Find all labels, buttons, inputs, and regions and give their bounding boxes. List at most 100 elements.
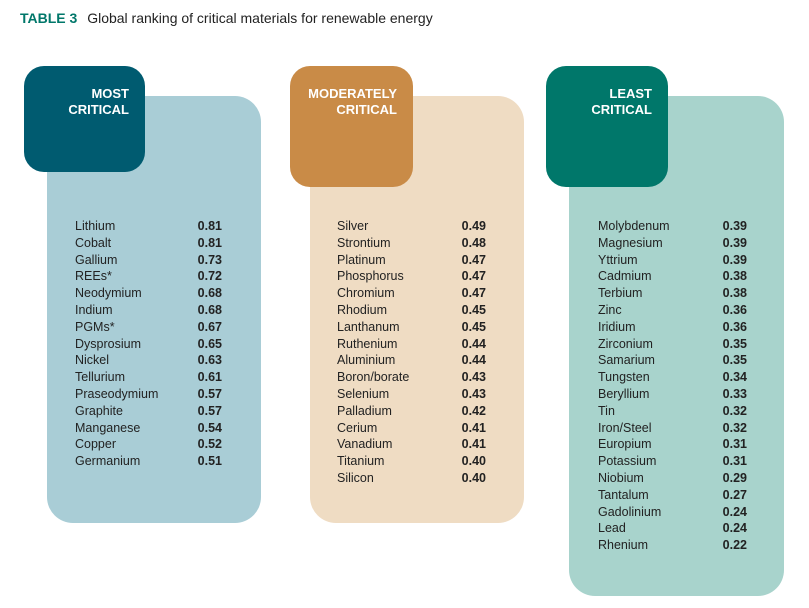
material-name: Tin (598, 403, 615, 418)
material-row: Selenium 0.43 (337, 386, 486, 403)
material-row: Ruthenium 0.44 (337, 336, 486, 353)
material-row: Cadmium 0.38 (598, 268, 747, 285)
material-row: Lithium 0.81 (75, 218, 222, 235)
material-row: Strontium 0.48 (337, 235, 486, 252)
moderately-critical-header-line1: MODERATELY (308, 86, 397, 101)
material-name: Dysprosium (75, 336, 141, 351)
material-row: Terbium 0.38 (598, 285, 747, 302)
material-row: Zinc 0.36 (598, 302, 747, 319)
material-row: Cobalt 0.81 (75, 235, 222, 252)
most-critical-header-line2: CRITICAL (68, 102, 129, 117)
material-name: Rhodium (337, 302, 388, 317)
material-row: Yttrium 0.39 (598, 252, 747, 269)
material-name: Yttrium (598, 252, 638, 267)
material-name: Copper (75, 437, 116, 452)
material-score: 0.42 (461, 403, 486, 418)
material-row: Graphite 0.57 (75, 403, 222, 420)
material-name: Neodymium (75, 286, 142, 301)
moderately-critical-header-line2: CRITICAL (336, 102, 397, 117)
material-row: Vanadium 0.41 (337, 436, 486, 453)
material-score: 0.63 (197, 353, 222, 368)
table-caption: Global ranking of critical materials for… (87, 10, 433, 26)
material-name: Nickel (75, 353, 110, 368)
material-row: Aluminium 0.44 (337, 352, 486, 369)
material-row: Iridium 0.36 (598, 319, 747, 336)
material-score: 0.41 (461, 437, 486, 452)
material-row: Rhodium 0.45 (337, 302, 486, 319)
material-score: 0.35 (722, 353, 747, 368)
material-score: 0.39 (722, 235, 747, 250)
material-row: Titanium 0.40 (337, 453, 486, 470)
material-score: 0.39 (722, 219, 747, 233)
material-name: Boron/borate (337, 370, 410, 385)
material-name: Zinc (598, 302, 622, 317)
most-critical-header: MOST CRITICAL (24, 66, 145, 172)
material-row: Rhenium 0.22 (598, 537, 747, 554)
material-score: 0.65 (197, 336, 222, 351)
material-score: 0.31 (722, 437, 747, 452)
material-score: 0.38 (722, 269, 747, 284)
table-label: TABLE 3 (20, 10, 78, 26)
material-score: 0.33 (722, 386, 747, 401)
material-name: Samarium (598, 353, 655, 368)
material-score: 0.44 (461, 336, 486, 351)
material-name: Vanadium (337, 437, 393, 452)
material-name: Platinum (337, 252, 386, 267)
material-name: Aluminium (337, 353, 396, 368)
material-name: Chromium (337, 286, 395, 301)
material-row: Europium 0.31 (598, 436, 747, 453)
material-row: Tungsten 0.34 (598, 369, 747, 386)
material-name: Niobium (598, 470, 644, 485)
material-score: 0.54 (197, 420, 222, 435)
material-row: Tin 0.32 (598, 403, 747, 420)
moderately-critical-list: Silver 0.49 Strontium 0.48 Platinum 0.47 Phosp… (337, 218, 486, 487)
material-score: 0.32 (722, 403, 747, 418)
material-name: Strontium (337, 235, 391, 250)
material-score: 0.73 (197, 252, 222, 267)
material-row: Germanium 0.51 (75, 453, 222, 470)
material-row: Boron/borate 0.43 (337, 369, 486, 386)
material-name: Magnesium (598, 235, 663, 250)
material-name: Manganese (75, 420, 141, 435)
material-name: Iron/Steel (598, 420, 652, 435)
material-row: Tellurium 0.61 (75, 369, 222, 386)
material-row: Potassium 0.31 (598, 453, 747, 470)
material-row: Iron/Steel 0.32 (598, 420, 747, 437)
material-score: 0.43 (461, 370, 486, 385)
material-score: 0.29 (722, 470, 747, 485)
material-score: 0.51 (197, 454, 222, 469)
material-name: Silicon (337, 470, 374, 485)
material-score: 0.38 (722, 286, 747, 301)
material-score: 0.44 (461, 353, 486, 368)
material-name: Tantalum (598, 487, 649, 502)
material-row: Dysprosium 0.65 (75, 336, 222, 353)
material-score: 0.34 (722, 370, 747, 385)
material-row: Palladium 0.42 (337, 403, 486, 420)
material-score: 0.27 (722, 487, 747, 502)
material-score: 0.41 (461, 420, 486, 435)
material-score: 0.47 (461, 269, 486, 284)
material-score: 0.35 (722, 336, 747, 351)
material-score: 0.22 (722, 538, 747, 553)
material-name: Titanium (337, 454, 385, 469)
material-row: Tantalum 0.27 (598, 487, 747, 504)
least-critical-header-line2: CRITICAL (591, 102, 652, 117)
material-score: 0.32 (722, 420, 747, 435)
material-score: 0.68 (197, 302, 222, 317)
material-score: 0.36 (722, 319, 747, 334)
material-score: 0.40 (461, 454, 486, 469)
material-row: Silver 0.49 (337, 218, 486, 235)
material-name: Phosphorus (337, 269, 404, 284)
moderately-critical-header: MODERATELY CRITICAL (290, 66, 413, 187)
material-row: Zirconium 0.35 (598, 336, 747, 353)
material-row: Gadolinium 0.24 (598, 504, 747, 521)
material-row: Copper 0.52 (75, 436, 222, 453)
table-title: TABLE 3 Global ranking of critical mater… (20, 10, 433, 26)
material-name: Europium (598, 437, 652, 452)
material-row: Magnesium 0.39 (598, 235, 747, 252)
material-score: 0.31 (722, 454, 747, 469)
least-critical-list: Molybdenum 0.39 Magnesium 0.39 Yttrium 0.39 Ca… (598, 218, 747, 554)
material-row: Indium 0.68 (75, 302, 222, 319)
material-score: 0.67 (197, 319, 222, 334)
material-score: 0.72 (197, 269, 222, 284)
